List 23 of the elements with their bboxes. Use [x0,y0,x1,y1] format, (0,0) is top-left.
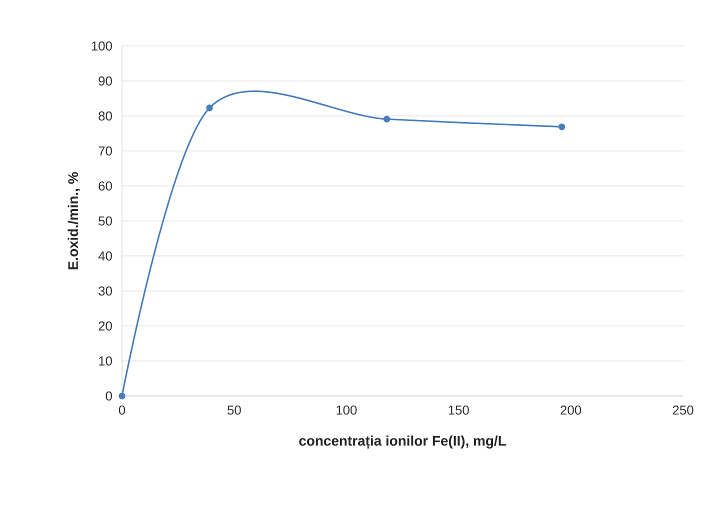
y-tick-label: 80 [98,111,112,121]
y-tick-label: 50 [98,216,112,226]
x-axis-title: concentrația ionilor Fe(II), mg/L [299,436,506,449]
y-tick-label: 100 [92,41,112,51]
y-axis-title: E.oxid./min., % [68,172,80,270]
y-tick-label: 20 [98,321,112,331]
point [206,104,213,112]
y-tick-label: 90 [98,76,112,86]
x-tick-label: 200 [560,406,582,415]
x-tick-label: 250 [672,406,694,415]
y-tick-label: 70 [98,146,112,156]
point [558,123,566,130]
x-tick-label: 100 [336,406,357,415]
y-tick-label: 0 [106,391,112,401]
y-tick-label: 10 [99,356,112,366]
x-tick-label: 0 [118,406,126,415]
y-tick-label: 40 [98,251,112,261]
x-tick-label: 150 [448,406,469,415]
point [118,392,126,400]
y-tick-label: 60 [98,181,112,191]
x-tick-label: 50 [228,406,241,415]
y-tick-label: 30 [98,286,112,296]
point [383,116,390,123]
